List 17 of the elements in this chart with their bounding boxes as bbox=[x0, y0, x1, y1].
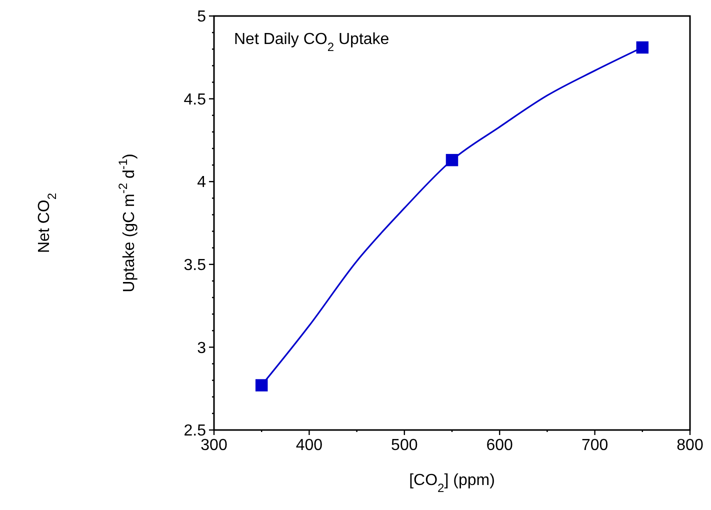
point bbox=[255, 379, 268, 392]
y-tick-label: 4.5 bbox=[184, 91, 206, 108]
y-tick-label: 5 bbox=[197, 8, 206, 26]
y-tick-label: 3.5 bbox=[184, 257, 206, 274]
x-tick-label: 800 bbox=[676, 437, 704, 454]
point bbox=[636, 41, 649, 54]
y-tick-label: 3 bbox=[197, 340, 206, 357]
x-tick-label: 600 bbox=[486, 437, 514, 454]
x-tick-label: 500 bbox=[391, 437, 418, 454]
point bbox=[446, 154, 458, 166]
y-tick-label: 4 bbox=[197, 174, 206, 192]
x-axis-title: [CO$_{2}$] (ppm) bbox=[409, 472, 495, 495]
x-tick-label: 300 bbox=[200, 437, 228, 454]
x-tick-label: 700 bbox=[581, 437, 608, 454]
y-tick-label: 2.5 bbox=[184, 422, 206, 440]
text: Net Daily CO$_{2}$ Uptake bbox=[234, 31, 390, 54]
x-tick-label: 400 bbox=[296, 437, 323, 454]
